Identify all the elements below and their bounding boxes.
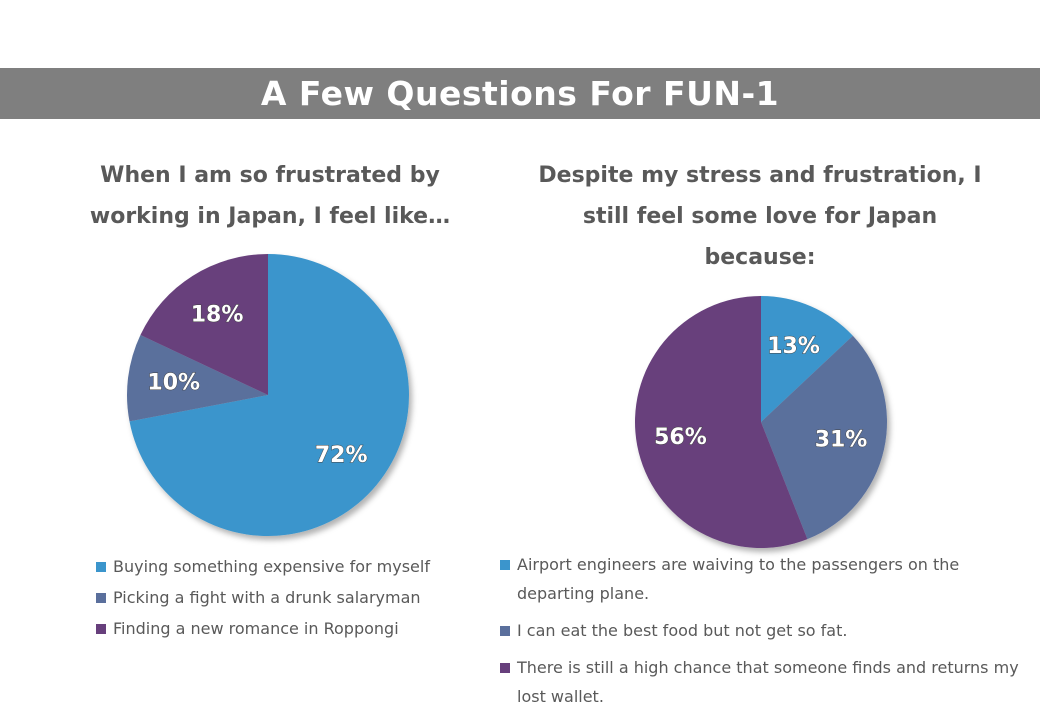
legend-swatch-right-2 [500, 626, 510, 636]
page-title: A Few Questions For FUN-1 [260, 74, 780, 113]
legend-label-right-3: There is still a high chance that someon… [517, 658, 1019, 706]
legend-label-right-2: I can eat the best food but not get so f… [517, 621, 848, 640]
legend-item-left-2: Picking a fight with a drunk salaryman [96, 583, 516, 612]
legend-item-right-2: I can eat the best food but not get so f… [500, 616, 1030, 645]
pie-slice-right-3 [635, 296, 808, 548]
legend-swatch-right-3 [500, 663, 510, 673]
pie-slice-right-2 [761, 335, 887, 540]
chart-title-right: Despite my stress and frustration, I sti… [538, 163, 982, 270]
legend-label-left-3: Finding a new romance in Roppongi [113, 619, 399, 638]
legend-swatch-left-2 [96, 593, 106, 603]
pie-chart-right: 13% 31% 56% [635, 296, 887, 548]
pie-data-label-right-3: 56% [654, 425, 707, 450]
pie-data-label-left-1: 72% [315, 443, 368, 468]
legend-item-left-3: Finding a new romance in Roppongi [96, 614, 516, 643]
pie-data-label-right-2: 31% [815, 427, 868, 452]
pie-data-label-left-3: 18% [191, 302, 244, 327]
legend-label-left-1: Buying something expensive for myself [113, 557, 430, 576]
chart-title-left: When I am so frustrated by working in Ja… [89, 163, 451, 229]
pie-data-label-right-1: 13% [767, 334, 820, 359]
legend-right: Airport engineers are waiving to the pas… [500, 550, 1030, 719]
pie-slice-left-1 [129, 254, 409, 536]
legend-left: Buying something expensive for myself Pic… [96, 552, 516, 645]
legend-item-right-3: There is still a high chance that someon… [500, 653, 1030, 711]
legend-label-left-2: Picking a fight with a drunk salaryman [113, 588, 421, 607]
pie-slice-right-1 [761, 296, 853, 422]
pie-data-label-left-2: 10% [147, 371, 200, 396]
pie-slice-left-3 [140, 254, 268, 395]
pie-slice-left-2 [127, 334, 269, 422]
legend-swatch-left-3 [96, 624, 106, 634]
legend-swatch-right-1 [500, 560, 510, 570]
legend-item-right-1: Airport engineers are waiving to the pas… [500, 550, 1030, 608]
header-banner: A Few Questions For FUN-1 [0, 68, 1040, 119]
legend-label-right-1: Airport engineers are waiving to the pas… [517, 555, 960, 603]
legend-item-left-1: Buying something expensive for myself [96, 552, 516, 581]
pie-chart-left: 72% 10% 18% [127, 254, 409, 536]
legend-swatch-left-1 [96, 562, 106, 572]
